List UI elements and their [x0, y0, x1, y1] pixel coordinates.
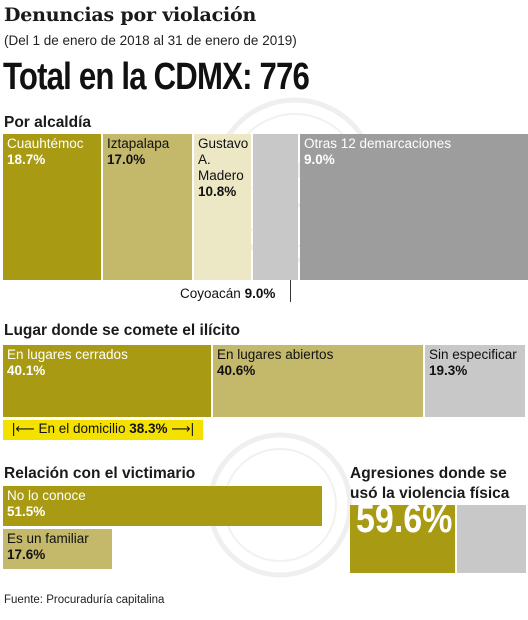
- domicilio-note: |⟵ En el domicilio 38.3% ⟶|: [11, 421, 195, 436]
- alcaldia-bar-label: Gustavo: [198, 136, 249, 151]
- total-label: Total en la CDMX: 776: [3, 56, 310, 98]
- alcaldia-bar-value: 17.0%: [107, 152, 146, 167]
- agresiones-remainder-bar: [457, 505, 526, 573]
- relacion-bar-value: 17.6%: [7, 547, 46, 562]
- chart-subtitle: (Del 1 de enero de 2018 al 31 de enero d…: [4, 33, 297, 48]
- section-alcaldia-title: Por alcaldía: [4, 114, 92, 131]
- lugar-bar-label: En lugares abiertos: [217, 347, 334, 362]
- alcaldia-bar: Gustavo A. Madero 10.8%: [194, 134, 251, 280]
- chart-title: Denuncias por violación: [4, 4, 257, 26]
- relacion-bar-label: Es un familiar: [7, 531, 89, 546]
- alcaldia-bar: Iztapalapa 17.0%: [103, 134, 192, 280]
- relacion-bar: Es un familiar 17.6%: [3, 529, 112, 569]
- coyoacan-note: Coyoacán 9.0%: [180, 286, 276, 301]
- alcaldia-bar-label: Cuauhtémoc: [7, 136, 84, 151]
- section-lugar-title: Lugar donde se comete el ilícito: [4, 322, 240, 339]
- arrow-left-icon: |⟵: [11, 421, 35, 436]
- lugar-bar-value: 40.6%: [217, 363, 256, 378]
- alcaldia-bar-value: 18.7%: [7, 152, 46, 167]
- alcaldia-bar: [253, 134, 298, 280]
- lugar-bar: En lugares cerrados 40.1%: [3, 345, 211, 417]
- section-relacion-title: Relación con el victimario: [4, 465, 196, 482]
- agresiones-bar: 59.6%: [350, 497, 455, 573]
- alcaldia-bar: Otras 12 demarcaciones 9.0%: [300, 134, 528, 280]
- agresiones-value: 59.6%: [356, 497, 453, 541]
- lugar-bar-value: 19.3%: [429, 363, 468, 378]
- alcaldia-bar-value: 9.0%: [304, 152, 335, 167]
- alcaldia-bar-label: A. Madero: [198, 152, 244, 183]
- section-agresiones-line2: usó la violencia física: [350, 485, 510, 502]
- relacion-bar: No lo conoce 51.5%: [3, 486, 322, 526]
- arrow-right-icon: ⟶|: [171, 421, 195, 436]
- coyoacan-leader-line: [290, 280, 291, 302]
- lugar-bar: En lugares abiertos 40.6%: [213, 345, 423, 417]
- lugar-bar-label: Sin especificar: [429, 347, 517, 362]
- lugar-bar: Sin especificar 19.3%: [425, 345, 525, 417]
- section-agresiones-line1: Agresiones donde se: [350, 465, 507, 482]
- alcaldia-bar: Cuauhtémoc 18.7%: [3, 134, 101, 280]
- domicilio-highlight: [3, 420, 203, 440]
- alcaldia-bar-value: 10.8%: [198, 184, 237, 199]
- relacion-bar-value: 51.5%: [7, 504, 46, 519]
- source-note: Fuente: Procuraduría capitalina: [4, 594, 165, 606]
- alcaldia-bar-label: Iztapalapa: [107, 136, 170, 151]
- lugar-bar-label: En lugares cerrados: [7, 347, 128, 362]
- lugar-bar-value: 40.1%: [7, 363, 46, 378]
- alcaldia-bar-label: Otras 12 demarcaciones: [304, 136, 452, 151]
- relacion-bar-label: No lo conoce: [7, 488, 86, 503]
